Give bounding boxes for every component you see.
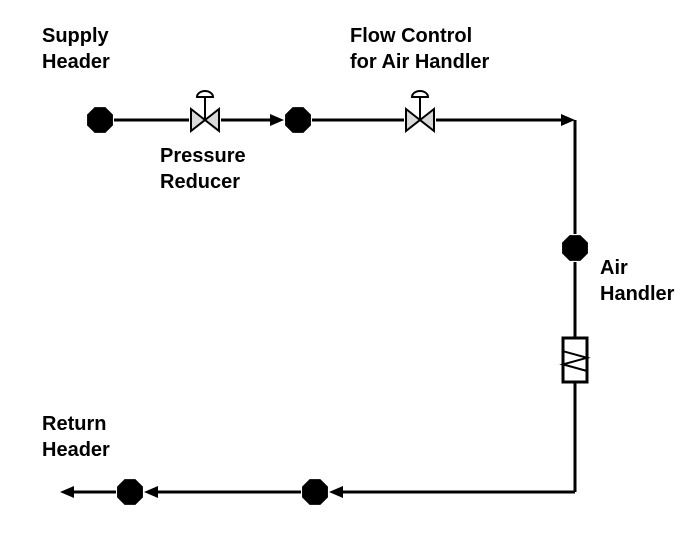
label-return-header: ReturnHeader <box>42 413 110 461</box>
label-air-handler: AirHandler <box>600 257 675 305</box>
valve-pressure-reducer <box>191 91 219 131</box>
valves-layer <box>191 91 434 131</box>
valve-flow-control <box>406 91 434 131</box>
flow-arrow-icon <box>561 114 575 126</box>
flow-arrow-icon <box>144 486 158 498</box>
label-flow-control: Flow Controlfor Air Handler <box>350 25 489 73</box>
node-air-handler-inlet <box>562 235 588 261</box>
node-mid-top <box>285 107 311 133</box>
heater-layer <box>563 338 587 382</box>
node-return-mid <box>302 479 328 505</box>
label-pressure-reducer: PressureReducer <box>160 145 246 193</box>
flow-arrow-icon <box>329 486 343 498</box>
node-supply-header <box>87 107 113 133</box>
edges-layer <box>60 114 575 498</box>
flow-arrow-icon <box>270 114 284 126</box>
label-supply-header: SupplyHeader <box>42 25 110 73</box>
piping-diagram: SupplyHeader Flow Controlfor Air Handler P… <box>0 0 700 556</box>
node-return-header <box>117 479 143 505</box>
valve-actuator-icon <box>197 91 213 97</box>
valve-actuator-icon <box>412 91 428 97</box>
flow-arrow-icon <box>60 486 74 498</box>
air-handler-coil-icon <box>563 338 587 382</box>
